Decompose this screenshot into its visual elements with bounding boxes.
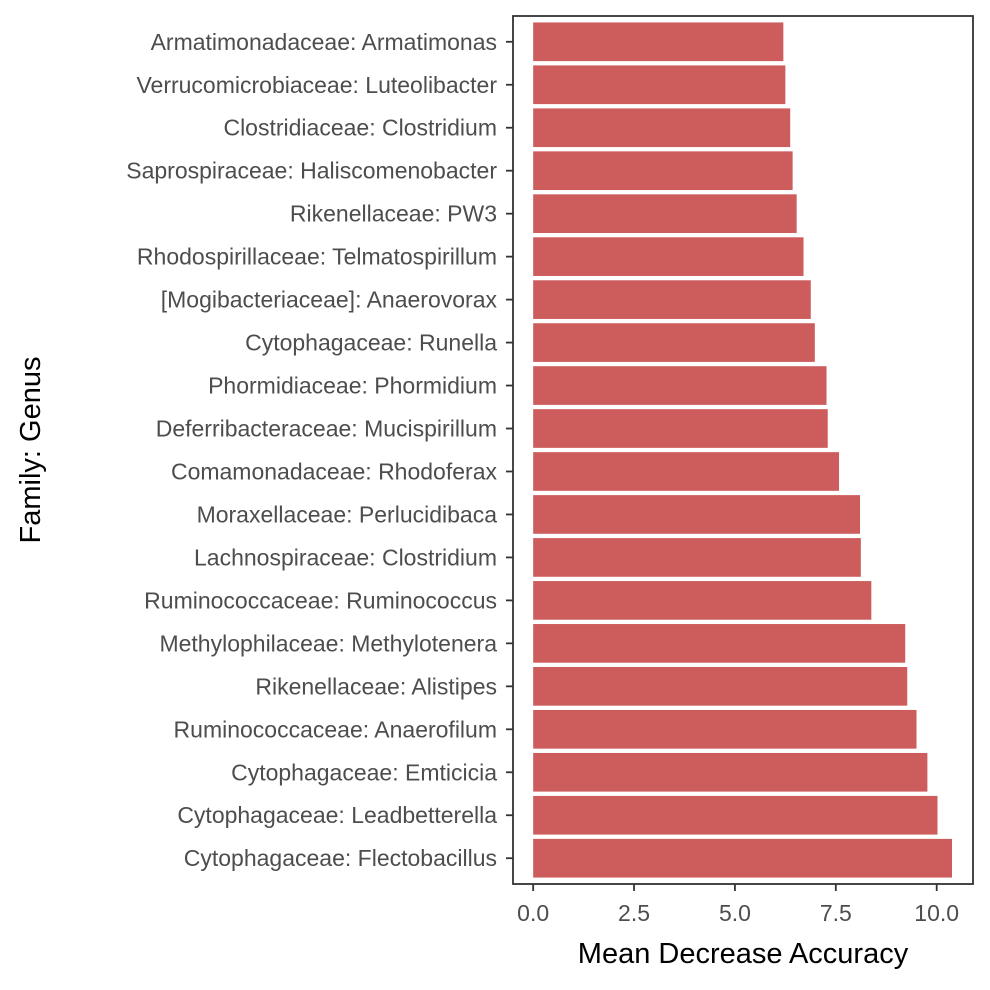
bar <box>533 838 953 878</box>
bar <box>533 624 906 663</box>
bar <box>533 65 786 105</box>
y-tick-label: Phormidiaceae: Phormidium <box>208 373 497 399</box>
y-tick-label: Rhodospirillaceae: Telmatospirillum <box>137 244 497 270</box>
bar <box>533 108 791 148</box>
y-tick-label: Cytophagaceae: Runella <box>245 330 497 356</box>
bar <box>533 752 928 792</box>
y-tick-label: Ruminococcaceae: Anaerofilum <box>174 716 497 742</box>
bar <box>533 667 908 706</box>
y-tick-label: Verrucomicrobiaceae: Luteolibacter <box>136 72 497 98</box>
bar <box>533 22 784 62</box>
bar <box>533 323 815 362</box>
y-axis: Armatimonadaceae: Armatimonas Verrucomicr… <box>126 29 513 871</box>
y-tick-label: Cytophagaceae: Leadbetterella <box>177 802 497 828</box>
x-axis: 0.0 2.5 5.0 7.5 10.0 <box>517 884 959 926</box>
plot-panel-border <box>512 15 974 885</box>
y-tick-label: Rikenellaceae: Alistipes <box>255 673 497 699</box>
y-tick-label: Saprospiraceae: Haliscomenobacter <box>126 158 497 184</box>
y-tick-label: Clostridiaceae: Clostridium <box>223 115 497 141</box>
y-axis-title: Family: Genus <box>15 357 47 544</box>
bar <box>533 495 861 534</box>
x-axis-title: Mean Decrease Accuracy <box>578 938 909 970</box>
y-tick-label: Cytophagaceae: Emticicia <box>231 759 497 785</box>
x-tick-label: 10.0 <box>914 900 959 926</box>
bar <box>533 151 793 191</box>
bar <box>533 538 861 577</box>
y-tick-label: Armatimonadaceae: Armatimonas <box>151 29 497 55</box>
bars-layer <box>533 22 953 878</box>
bar <box>533 709 917 749</box>
y-tick-label: Cytophagaceae: Flectobacillus <box>184 845 497 871</box>
y-tick-label: [Mogibacteriaceae]: Anaerovorax <box>161 287 498 313</box>
bar <box>533 194 797 233</box>
x-tick-label: 7.5 <box>820 900 852 926</box>
y-tick-label: Methylophilaceae: Methylotenera <box>159 630 497 656</box>
y-tick-label: Deferribacteraceae: Mucispirillum <box>156 416 497 442</box>
y-tick-label: Comamonadaceae: Rhodoferax <box>171 458 498 484</box>
x-tick-label: 2.5 <box>618 900 650 926</box>
bar <box>533 452 840 491</box>
bar <box>533 237 804 276</box>
bar <box>533 795 938 835</box>
bar <box>533 581 872 620</box>
y-tick-label: Moraxellaceae: Perlucidibaca <box>197 501 498 527</box>
y-tick-label: Rikenellaceae: PW3 <box>290 201 497 227</box>
x-tick-label: 5.0 <box>719 900 751 926</box>
y-tick-label: Lachnospiraceae: Clostridium <box>194 544 497 570</box>
bar <box>533 280 811 319</box>
y-tick-label: Ruminococcaceae: Ruminococcus <box>144 587 497 613</box>
x-tick-label: 0.0 <box>517 900 549 926</box>
bar <box>533 409 828 448</box>
bar <box>533 366 827 405</box>
